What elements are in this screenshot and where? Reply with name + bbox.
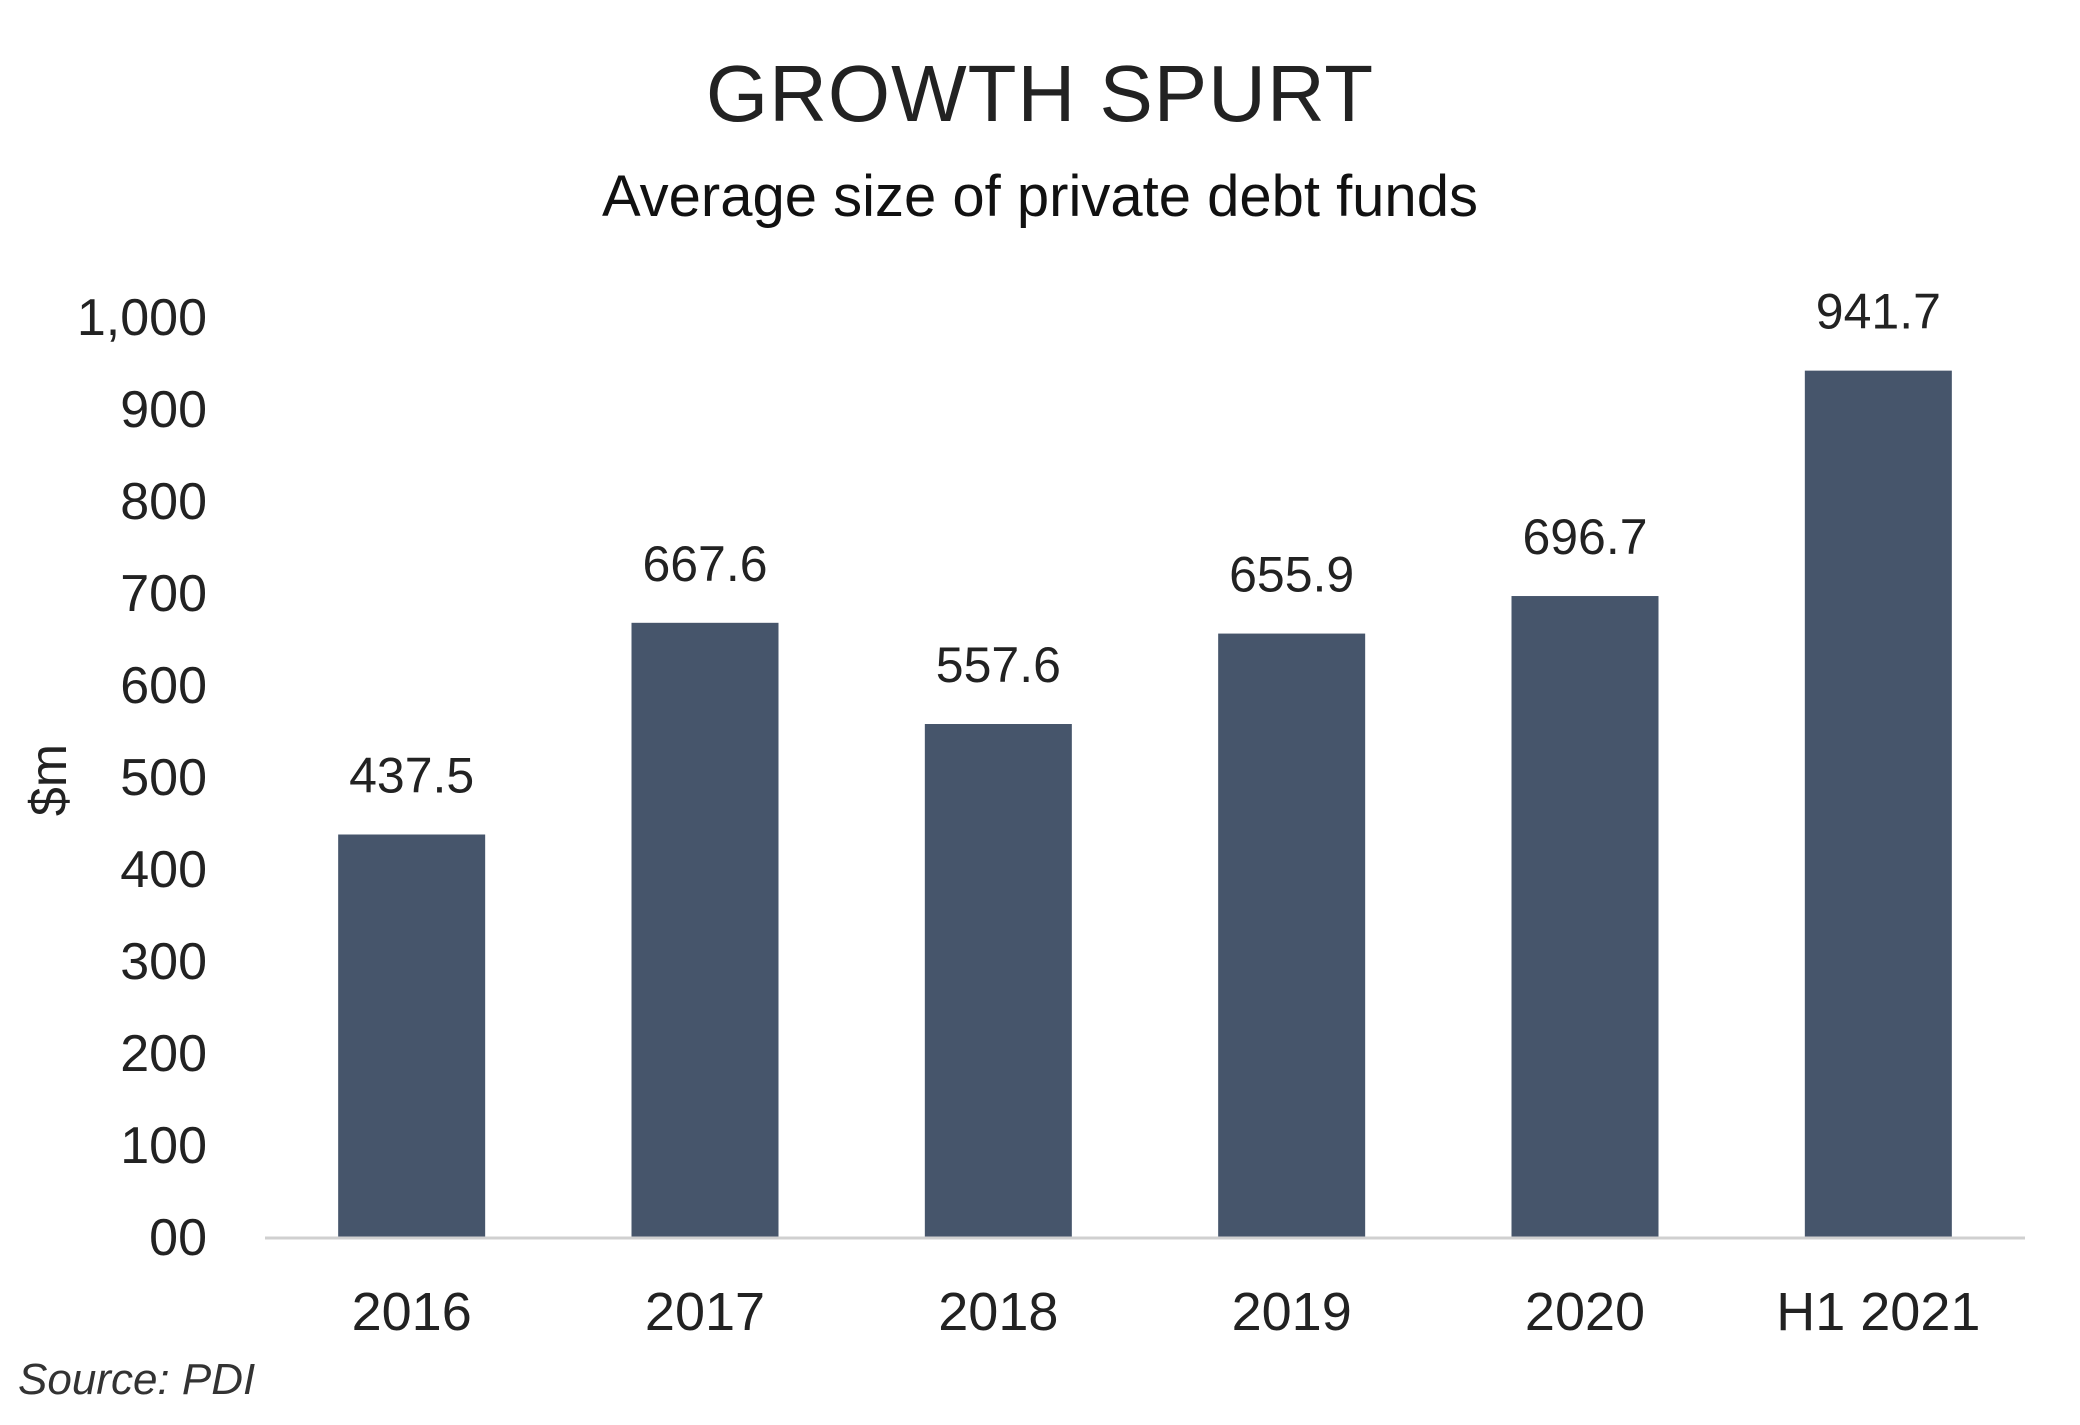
chart-subtitle: Average size of private debt funds <box>602 164 1478 229</box>
data-label: 437.5 <box>349 748 474 804</box>
bar <box>924 724 1072 1237</box>
data-label: 941.7 <box>1816 284 1941 340</box>
y-tick-label: 1,000 <box>77 289 207 347</box>
x-tick-label: 2018 <box>938 1282 1058 1342</box>
x-tick-label: 2020 <box>1525 1282 1645 1342</box>
chart-title: GROWTH SPURT <box>705 49 1375 138</box>
data-label: 696.7 <box>1522 509 1647 565</box>
bar <box>338 834 486 1237</box>
y-tick-label: 900 <box>120 381 207 439</box>
y-tick-label: 800 <box>120 473 207 531</box>
y-tick-label: 400 <box>120 841 207 899</box>
y-tick-label: 00 <box>149 1209 207 1267</box>
bar <box>1218 633 1366 1237</box>
source-note: Source: PDI <box>18 1355 256 1404</box>
y-tick-label: 200 <box>120 1025 207 1083</box>
x-tick-label: 2019 <box>1232 1282 1352 1342</box>
bar <box>631 622 779 1237</box>
y-tick-label: 300 <box>120 933 207 991</box>
y-tick-label: 700 <box>120 565 207 623</box>
x-tick-label: H1 2021 <box>1776 1282 1980 1342</box>
data-label: 667.6 <box>642 536 767 592</box>
x-tick-label: 2017 <box>645 1282 765 1342</box>
data-label: 557.6 <box>936 637 1061 693</box>
data-label: 655.9 <box>1229 547 1354 603</box>
y-tick-label: 100 <box>120 1117 207 1175</box>
y-axis-label: $m <box>20 744 78 816</box>
x-tick-label: 2016 <box>352 1282 472 1342</box>
y-tick-label: 600 <box>120 657 207 715</box>
y-tick-label: 500 <box>120 749 207 807</box>
bar <box>1511 596 1659 1237</box>
bar <box>1804 370 1952 1237</box>
